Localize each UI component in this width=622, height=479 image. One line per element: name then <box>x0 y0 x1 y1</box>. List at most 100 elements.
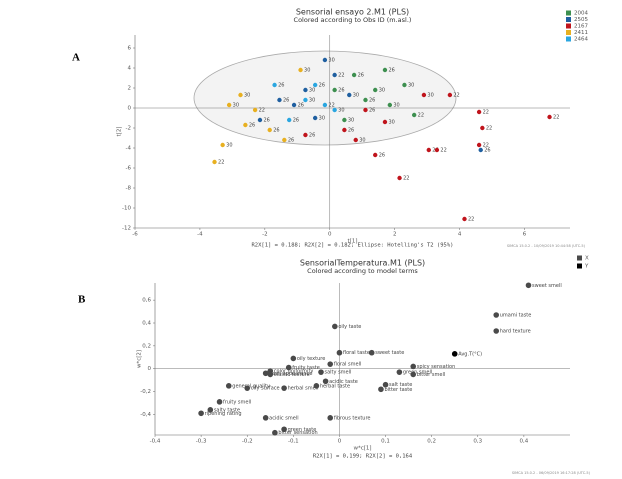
point-label: 26 <box>388 68 394 74</box>
chart-title: SensorialTemperatura.M1 (PLS) <box>300 259 425 268</box>
point <box>382 119 388 125</box>
point <box>216 399 223 405</box>
point <box>373 152 378 158</box>
point <box>238 92 243 98</box>
point-label: color uniformity <box>274 369 314 375</box>
chart-title: Sensorial ensayo 2.M1 (PLS) <box>296 8 409 17</box>
point <box>332 87 337 93</box>
y-tick-label: 0,2 <box>142 343 151 349</box>
point-label: elastic texture <box>274 372 310 378</box>
point-label: 30 <box>408 83 414 89</box>
panel-label: B <box>78 294 86 306</box>
point-label: 30 <box>304 68 310 74</box>
point-label: 22 <box>440 148 446 154</box>
point-label: 22 <box>453 93 459 99</box>
y-tick-label: -0,4 <box>140 412 151 418</box>
point-label: 26 <box>358 73 364 79</box>
point <box>207 407 214 413</box>
point <box>493 312 500 318</box>
point-label: 26 <box>484 148 490 154</box>
legend-swatch <box>566 17 571 22</box>
point <box>198 410 204 417</box>
y-tick-label: 4 <box>128 66 132 72</box>
point <box>397 175 402 181</box>
point-label: flesh appearance <box>269 371 312 377</box>
y-tick-label: -0,2 <box>140 389 151 395</box>
point <box>342 127 347 133</box>
y-tick-label: 0,6 <box>142 298 151 304</box>
point <box>480 125 485 131</box>
point-label: 26 <box>263 118 269 124</box>
point <box>476 109 482 115</box>
point-label: 30 <box>226 143 232 149</box>
point <box>267 127 272 133</box>
point-label: oily texture <box>297 356 325 362</box>
point-label: acidic smell <box>269 415 298 421</box>
point <box>332 72 337 78</box>
point <box>327 361 334 367</box>
point-label: bitter sensation <box>278 430 317 436</box>
point <box>226 102 232 108</box>
point <box>332 107 337 113</box>
legend-label: 2167 <box>574 24 588 30</box>
footer: R2X[1] = 0.188; R2X[2] = 0.182; Ellipse:… <box>252 243 454 249</box>
point-label: 22 <box>418 113 424 119</box>
point-label: sweet smell <box>532 283 562 289</box>
y-tick-label: -2 <box>126 126 131 132</box>
x-axis-label: t[1] <box>348 239 358 245</box>
point <box>478 147 483 153</box>
point-label: 26 <box>249 123 255 129</box>
y-tick-label: 0,4 <box>142 321 151 327</box>
point <box>347 92 352 98</box>
point <box>434 147 440 153</box>
point <box>257 117 263 123</box>
point <box>342 117 347 123</box>
point-label: 30 <box>328 58 334 64</box>
point <box>272 429 278 436</box>
point <box>327 415 334 421</box>
point <box>252 107 258 113</box>
panel-label: A <box>72 52 80 64</box>
y-tick-label: 2 <box>128 86 132 92</box>
software-note: SIMCA 15.0.2 - 06/09/2019 16:17:28 (UTC-… <box>512 471 591 475</box>
point-label: 26 <box>273 128 279 134</box>
point-label: 30 <box>393 103 399 109</box>
legend-swatch <box>577 263 582 269</box>
point-label: spicy sensation <box>417 364 456 370</box>
legend-label: 2004 <box>574 11 588 17</box>
point <box>220 142 225 148</box>
point-label: floral taste <box>343 350 370 356</box>
point-label: 30 <box>359 138 365 144</box>
point <box>322 57 328 63</box>
x-tick-label: 0,1 <box>381 439 390 445</box>
y-axis-label: w*c[2] <box>137 350 143 368</box>
hotelling-ellipse <box>193 50 457 146</box>
x-tick-label: 0 <box>328 232 332 238</box>
x-tick-label: -2 <box>262 232 267 238</box>
y-tick-label: 6 <box>128 46 132 52</box>
point <box>291 102 297 108</box>
point <box>332 323 338 330</box>
legend-label: 2411 <box>574 30 588 36</box>
point <box>373 87 378 93</box>
point-label: 22 <box>259 108 265 114</box>
point <box>312 115 318 121</box>
legend-label: 2464 <box>574 37 588 43</box>
point <box>313 383 320 389</box>
point <box>286 117 292 123</box>
point-label: 22 <box>468 217 474 223</box>
x-tick-label: -0,1 <box>288 439 299 445</box>
point <box>336 349 343 356</box>
point <box>525 282 532 289</box>
point-label: 30 <box>379 88 385 94</box>
point <box>368 349 375 356</box>
x-axis-label: w*c[1] <box>353 446 371 452</box>
point <box>387 102 393 108</box>
point-label: sweet taste <box>375 350 404 356</box>
point <box>410 363 417 370</box>
x-tick-label: 0,3 <box>473 439 482 445</box>
point-label: 26 <box>319 83 325 89</box>
point <box>262 370 269 377</box>
point <box>378 386 384 393</box>
x-tick-label: 6 <box>523 232 527 238</box>
